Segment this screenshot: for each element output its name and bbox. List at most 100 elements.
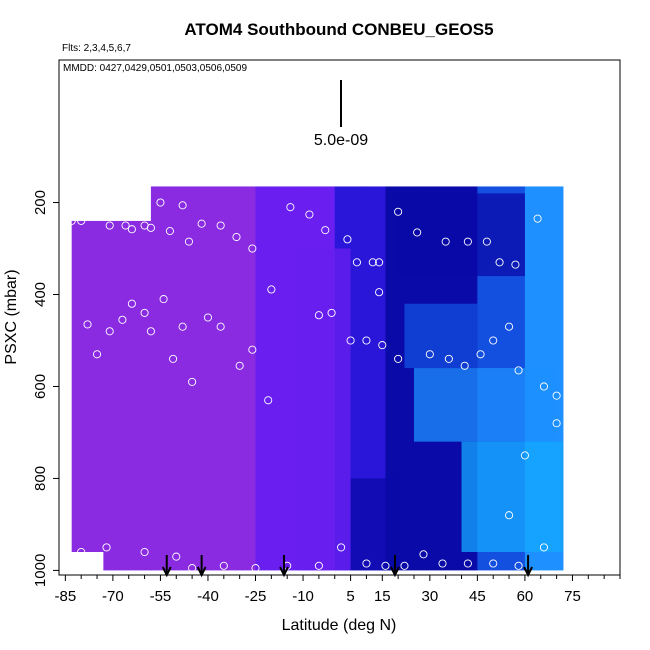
sample-marker [305, 210, 314, 219]
arrow-head [523, 566, 533, 578]
sample-marker [146, 223, 155, 232]
sample-marker [264, 396, 273, 405]
sample-marker [197, 219, 206, 228]
y-axis-label: PSXC (mbar) [3, 269, 20, 364]
arrow-head [279, 566, 289, 578]
sample-marker [321, 226, 330, 235]
x-axis-label: Latitude (deg N) [282, 617, 397, 634]
sample-marker [511, 260, 520, 269]
heatmap-column [195, 186, 257, 571]
sample-marker [463, 237, 472, 246]
plot-frame [58, 59, 621, 576]
data-markers [67, 198, 561, 573]
sample-marker [146, 327, 155, 336]
sample-marker [514, 561, 523, 570]
sample-marker [495, 258, 504, 267]
x-tick-label: -40 [197, 588, 219, 605]
sample-marker [378, 341, 387, 350]
sample-marker [352, 258, 361, 267]
dates-note: MMDD: 0427,0429,0501,0503,0506,0509 [63, 63, 247, 74]
y-tick-label: 600 [32, 374, 49, 399]
sample-marker [444, 354, 453, 363]
sample-marker [327, 308, 336, 317]
sample-marker [314, 561, 323, 570]
sample-marker [105, 327, 114, 336]
sample-marker [178, 322, 187, 331]
heatmap-patch [413, 368, 557, 442]
sample-marker [172, 552, 181, 561]
sample-marker [92, 350, 102, 359]
sample-marker [375, 288, 384, 297]
sample-marker [184, 237, 193, 246]
sample-marker [463, 559, 472, 568]
y-tick-label: 1000 [32, 554, 49, 587]
chart-title: ATOM4 Southbound CONBEU_GEOS5 [184, 20, 493, 39]
sample-marker [441, 237, 450, 246]
x-axis: -85 -70 -55 -40 -25 -10 5 15 30 45 60 75 [54, 575, 621, 605]
heatmap-column [71, 220, 104, 553]
sample-marker [83, 320, 92, 329]
arrow-head [390, 566, 400, 578]
sample-marker [362, 559, 371, 568]
sample-marker [337, 543, 346, 552]
sample-marker [67, 216, 76, 225]
sample-marker [248, 345, 257, 354]
sample-marker [381, 561, 390, 570]
sample-marker [159, 295, 168, 304]
sample-marker [178, 201, 187, 210]
sample-marker [346, 336, 355, 345]
sample-marker [286, 203, 295, 212]
sample-marker [105, 221, 114, 230]
sample-marker [505, 511, 514, 520]
sample-marker [232, 232, 241, 242]
sample-marker [77, 216, 86, 225]
y-tick-label: 800 [32, 466, 49, 491]
y-tick-label: 400 [32, 282, 49, 307]
sample-marker [394, 354, 403, 363]
sample-marker [219, 561, 228, 570]
x-tick-label: 45 [469, 588, 486, 605]
sample-marker [539, 543, 548, 552]
sample-marker [127, 299, 136, 308]
sample-marker [118, 315, 127, 324]
sample-marker [165, 227, 174, 236]
sample-marker [267, 285, 276, 294]
sample-marker [362, 336, 371, 345]
x-tick-label: 75 [564, 588, 581, 605]
heatmap-patch [404, 303, 478, 369]
sample-marker [505, 322, 514, 331]
sample-marker [394, 207, 403, 216]
flight-arrows [161, 555, 533, 578]
heatmap-patch [350, 478, 399, 571]
sample-marker [413, 228, 422, 237]
arrow-head [196, 566, 207, 578]
sample-marker [552, 419, 561, 428]
scale-bar-label: 5.0e-09 [314, 132, 368, 149]
sample-marker [375, 258, 384, 267]
arrow-head [161, 566, 172, 578]
sample-marker [127, 225, 136, 234]
sample-marker [482, 237, 491, 246]
sample-marker [251, 564, 260, 573]
sample-marker [121, 221, 130, 230]
sample-marker [368, 258, 377, 267]
sample-marker [520, 451, 529, 460]
sample-marker [438, 559, 447, 568]
heatmap-patch [398, 193, 525, 277]
x-tick-label: -25 [245, 588, 267, 605]
sample-marker [140, 308, 149, 317]
sample-marker [102, 543, 111, 552]
sample-marker [140, 547, 149, 557]
sample-marker [400, 561, 409, 570]
sample-marker [476, 350, 485, 359]
x-tick-label: 5 [346, 588, 354, 605]
sample-marker [533, 214, 542, 223]
sample-marker [118, 212, 127, 221]
sample-marker [460, 361, 469, 370]
heatmap-patch [461, 441, 563, 553]
sample-marker [235, 361, 244, 370]
sample-marker [169, 354, 178, 363]
x-tick-label: 60 [517, 588, 534, 605]
sample-marker [188, 564, 197, 573]
